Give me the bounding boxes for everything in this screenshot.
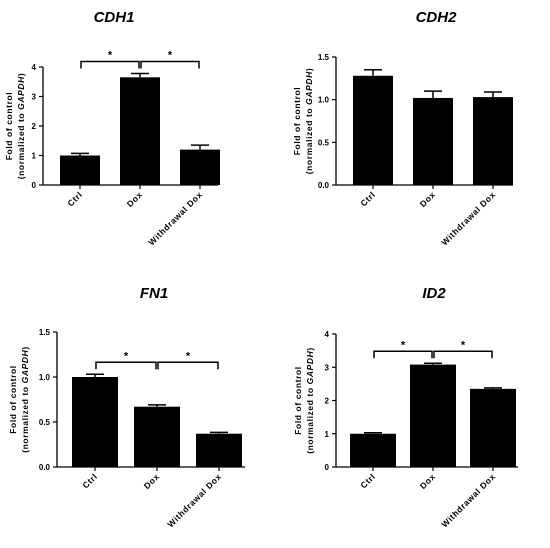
bar <box>410 364 456 467</box>
y-axis-label-normalization: (normalized to GAPDH) <box>305 347 315 454</box>
bar <box>60 155 100 185</box>
y-tick-label: 1.0 <box>318 96 330 105</box>
y-tick-label: 0 <box>32 181 37 190</box>
x-tick-label: Dox <box>142 471 162 491</box>
bar <box>473 97 513 185</box>
significance-bracket <box>140 60 200 69</box>
y-tick-label: 4 <box>32 63 37 72</box>
significance-star: * <box>168 49 173 61</box>
significance-star: * <box>186 350 191 362</box>
chart-title: ID2 <box>422 285 446 302</box>
y-axis-label: Fold of control <box>8 365 18 434</box>
y-tick-label: 0.0 <box>39 463 51 472</box>
y-axis-label: Fold of control <box>292 87 302 156</box>
chart-title: CDH2 <box>416 9 457 26</box>
y-tick-label: 1.5 <box>39 328 51 337</box>
significance-star: * <box>124 350 129 362</box>
y-tick-label: 1.0 <box>39 373 51 382</box>
y-axis-label-normalization: (normalized to GAPDH) <box>304 68 314 175</box>
significance-star: * <box>108 49 113 61</box>
y-tick-label: 3 <box>32 93 37 102</box>
significance-bracket <box>80 60 140 69</box>
y-axis-label: Fold of control <box>293 366 303 435</box>
y-axis-label-normalization: (normalized to GAPDH) <box>16 73 26 180</box>
y-axis-label-normalization: (normalized to GAPDH) <box>20 346 30 453</box>
x-tick-label: Dox <box>125 189 145 209</box>
y-tick-label: 4 <box>325 330 330 339</box>
x-tick-label: Ctrl <box>80 471 99 490</box>
bar <box>470 388 516 467</box>
y-tick-label: 0.5 <box>318 138 330 147</box>
y-tick-label: 0.5 <box>39 418 51 427</box>
bar <box>353 75 393 185</box>
y-tick-label: 1 <box>32 152 37 161</box>
x-tick-label: Ctrl <box>358 189 377 208</box>
bar <box>413 97 453 185</box>
x-tick-label: Withdrawal Dox <box>439 189 497 247</box>
bar <box>72 377 118 467</box>
x-tick-label: Dox <box>418 471 438 491</box>
significance-star: * <box>401 339 406 351</box>
x-tick-label: Withdrawal Dox <box>146 189 204 247</box>
significance-star: * <box>461 339 466 351</box>
significance-bracket <box>95 361 157 370</box>
y-tick-label: 0 <box>325 463 330 472</box>
x-tick-label: Withdrawal Dox <box>165 471 223 529</box>
significance-bracket <box>433 350 493 359</box>
y-tick-label: 1.5 <box>318 53 330 62</box>
bar <box>350 433 396 467</box>
chart-title: FN1 <box>140 285 168 302</box>
bar <box>180 149 220 185</box>
bar <box>120 77 160 185</box>
y-tick-label: 1 <box>325 430 330 439</box>
y-axis-label: Fold of control <box>4 92 14 161</box>
y-tick-label: 2 <box>325 397 330 406</box>
chart-title: CDH1 <box>94 9 135 26</box>
x-tick-label: Withdrawal Dox <box>439 471 497 529</box>
y-tick-label: 2 <box>32 122 37 131</box>
significance-bracket <box>157 361 219 370</box>
bar <box>196 433 242 467</box>
x-tick-label: Dox <box>418 189 438 209</box>
y-tick-label: 0.0 <box>318 181 330 190</box>
y-tick-label: 3 <box>325 363 330 372</box>
significance-bracket <box>373 350 433 359</box>
x-tick-label: Ctrl <box>358 471 377 490</box>
x-tick-label: Ctrl <box>65 189 84 208</box>
bar <box>134 406 180 467</box>
